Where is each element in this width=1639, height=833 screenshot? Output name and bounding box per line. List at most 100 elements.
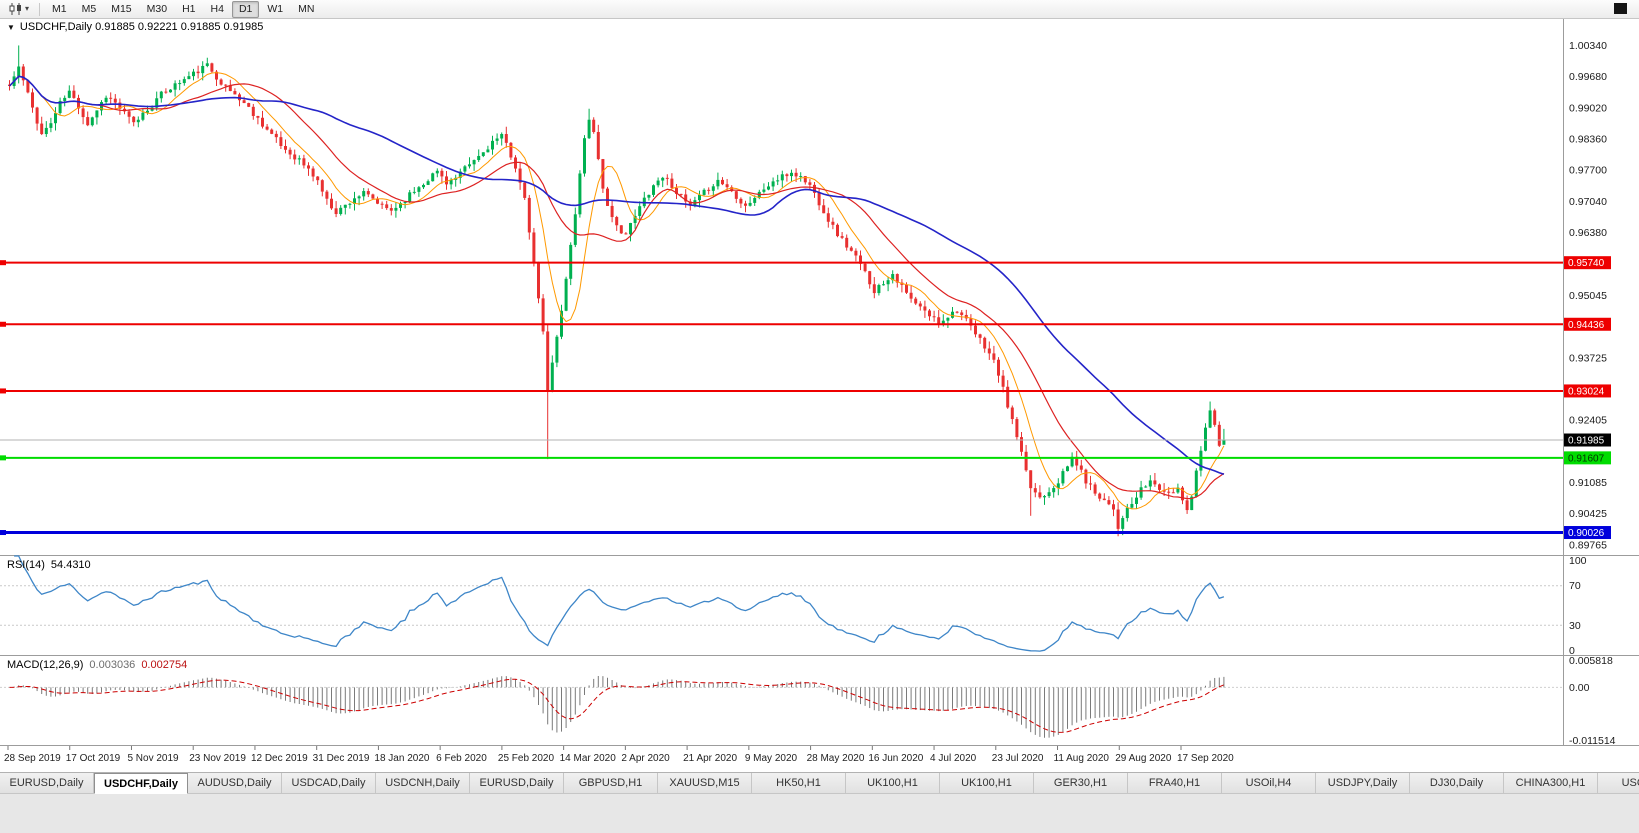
price-tag-0.94436 [1564,317,1611,331]
timeframe-button-h4[interactable]: H4 [210,2,224,15]
timeframe-button-m1[interactable]: M1 [52,2,67,15]
rsi-line [14,555,1225,652]
date-axis[interactable]: 28 Sep 2019 17 Oct 2019 5 Nov 2019 23 Nov 2… [4,746,1234,764]
timeframe-button-h1[interactable]: H1 [182,2,196,15]
chart-tab-usdcad-daily[interactable]: USDCAD,Daily [282,773,376,794]
price-scale-label: 0.99020 [1569,102,1607,114]
chart-type-button[interactable]: ▾ [4,1,34,17]
chart-tab-ger30-h1[interactable]: GER30,H1 [1034,773,1128,794]
level-line-handle[interactable] [0,260,6,266]
level-line-handle[interactable] [0,530,6,536]
chart-canvas[interactable]: 1.00340 0.99680 0.99020 0.98360 0.97700 0.970… [0,19,1639,772]
window-control-icon[interactable] [1614,3,1627,14]
date-label: 17 Sep 2020 [1177,753,1234,764]
timeframe-button-d1[interactable]: D1 [231,0,260,18]
chart-tab-eurusd-daily[interactable]: EURUSD,Daily [470,773,564,794]
rsi-indicator-label: RSI(14) 54.4310 [7,559,91,571]
level-line-handle[interactable] [0,321,6,327]
price-tag-0.93024 [1564,384,1611,398]
macd-signal-line [9,678,1225,733]
rsi-name: RSI(14) [7,559,45,571]
price-scale-label: 0.91085 [1569,477,1607,489]
symbol-dropdown-icon[interactable]: ▼ [7,22,15,32]
horizontal-level-lines[interactable] [0,260,1563,536]
chart-ohlc-header: ▼ USDCHF,Daily 0.91885 0.92221 0.91885 0… [7,21,263,33]
price-scale-label: 0.98360 [1569,133,1607,145]
price-scale-label: 0.92405 [1569,415,1607,427]
chevron-down-icon: ▾ [25,4,30,13]
macd-scale-label: 0.005818 [1569,655,1613,667]
level-line-handle[interactable] [0,388,6,394]
rsi-scale-label: 30 [1569,620,1581,632]
timeframe-buttons: M1 M5 M15 M30 H1 H4 D1 W1 MN [45,0,322,18]
macd-signal-value: 0.002754 [141,659,188,671]
chart-tab-audusd-daily[interactable]: AUDUSD,Daily [188,773,282,794]
price-tag-text: 0.90026 [1568,528,1605,539]
chart-window[interactable]: 1.00340 0.99680 0.99020 0.98360 0.97700 0.970… [0,19,1639,772]
chart-tab-fra40-h1[interactable]: FRA40,H1 [1128,773,1222,794]
date-label: 29 Aug 2020 [1115,753,1172,764]
chart-tab-usdcnh-daily[interactable]: USDCNH,Daily [376,773,470,794]
price-scale-label: 0.95045 [1569,290,1607,302]
chart-ohlc-text: USDCHF,Daily 0.91885 0.92221 0.91885 0.9… [19,21,264,33]
timeframe-button-mn[interactable]: MN [298,2,315,15]
chart-tab-china300-h1[interactable]: CHINA300,H1 [1504,773,1598,794]
chart-tab-gbpusd-h1[interactable]: GBPUSD,H1 [564,773,658,794]
date-label: 23 Jul 2020 [992,753,1044,764]
date-label: 9 May 2020 [745,753,798,764]
rsi-scale-label: 70 [1569,580,1581,592]
macd-main-value: 0.003036 [89,659,136,671]
date-label: 28 May 2020 [807,753,865,764]
price-tag-0.91985 [1564,433,1611,447]
candlesticks [8,45,1226,537]
chart-tab-usdjpy-daily[interactable]: USDJPY,Daily [1316,773,1410,794]
price-tag-0.95740 [1564,256,1611,270]
ma-fast-line [9,72,1225,510]
date-label: 5 Nov 2019 [127,753,179,764]
chart-tab-usoil-h4[interactable]: USOil,H4 [1222,773,1316,794]
date-label: 6 Feb 2020 [436,753,487,764]
chart-tab-xauusd-m15[interactable]: XAUUSD,M15 [658,773,752,794]
chart-tab-usoil-h1[interactable]: USOil,H1 [1598,773,1639,794]
chart-tabs: EURUSD,Daily USDCHF,Daily AUDUSD,Daily USDC… [0,773,1639,794]
price-tag-text: 0.95740 [1568,258,1605,269]
price-tag-0.90026 [1564,526,1611,540]
chart-tab-hk50-h1[interactable]: HK50,H1 [752,773,846,794]
chart-tab-eurusd-daily[interactable]: EURUSD,Daily [0,773,94,794]
macd-name: MACD(12,26,9) [7,659,84,671]
chart-tab-uk100-h1[interactable]: UK100,H1 [940,773,1034,794]
date-label: 23 Nov 2019 [189,753,246,764]
chart-tab-usdchf-daily[interactable]: USDCHF,Daily [94,773,188,794]
price-scale-label: 0.93725 [1569,352,1607,364]
date-label: 17 Oct 2019 [66,753,121,764]
price-tag-text: 0.91985 [1568,436,1605,447]
price-scale[interactable]: 1.00340 0.99680 0.99020 0.98360 0.97700 0.970… [1564,40,1611,551]
date-label: 25 Feb 2020 [498,753,555,764]
timeframe-button-m15[interactable]: M15 [111,2,132,15]
timeframe-button-m30[interactable]: M30 [146,2,168,15]
date-label: 21 Apr 2020 [683,753,737,764]
rsi-value: 54.4310 [50,559,91,571]
timeframe-button-m5[interactable]: M5 [81,2,97,15]
level-line-handle[interactable] [0,455,6,461]
date-label: 12 Dec 2019 [251,753,308,764]
price-scale-label: 0.99680 [1569,71,1607,83]
chart-tab-uk100-h1[interactable]: UK100,H1 [846,773,940,794]
rsi-scale-label: 0 [1569,645,1575,657]
date-label: 18 Jan 2020 [374,753,429,764]
chart-background [0,19,1639,772]
date-label: 16 Jun 2020 [868,753,923,764]
toolbar-separator [39,2,41,16]
price-scale-label: 0.89765 [1569,539,1607,551]
macd-scale-label: 0.00 [1569,682,1590,694]
price-scale-label: 0.96380 [1569,227,1607,239]
price-scale-label: 0.97700 [1569,165,1607,177]
date-label: 31 Dec 2019 [313,753,370,764]
macd-scale-label: -0.011514 [1569,735,1616,747]
timeframe-toolbar: ▾ M1 M5 M15 M30 H1 H4 D1 W1 MN [0,0,1639,19]
timeframe-button-w1[interactable]: W1 [267,2,284,15]
chart-tab-bar: EURUSD,Daily USDCHF,Daily AUDUSD,Daily USDC… [0,772,1639,833]
chart-tab-dj30-daily[interactable]: DJ30,Daily [1410,773,1504,794]
macd-pane: 0.005818 0.00 -0.011514 [0,655,1616,747]
